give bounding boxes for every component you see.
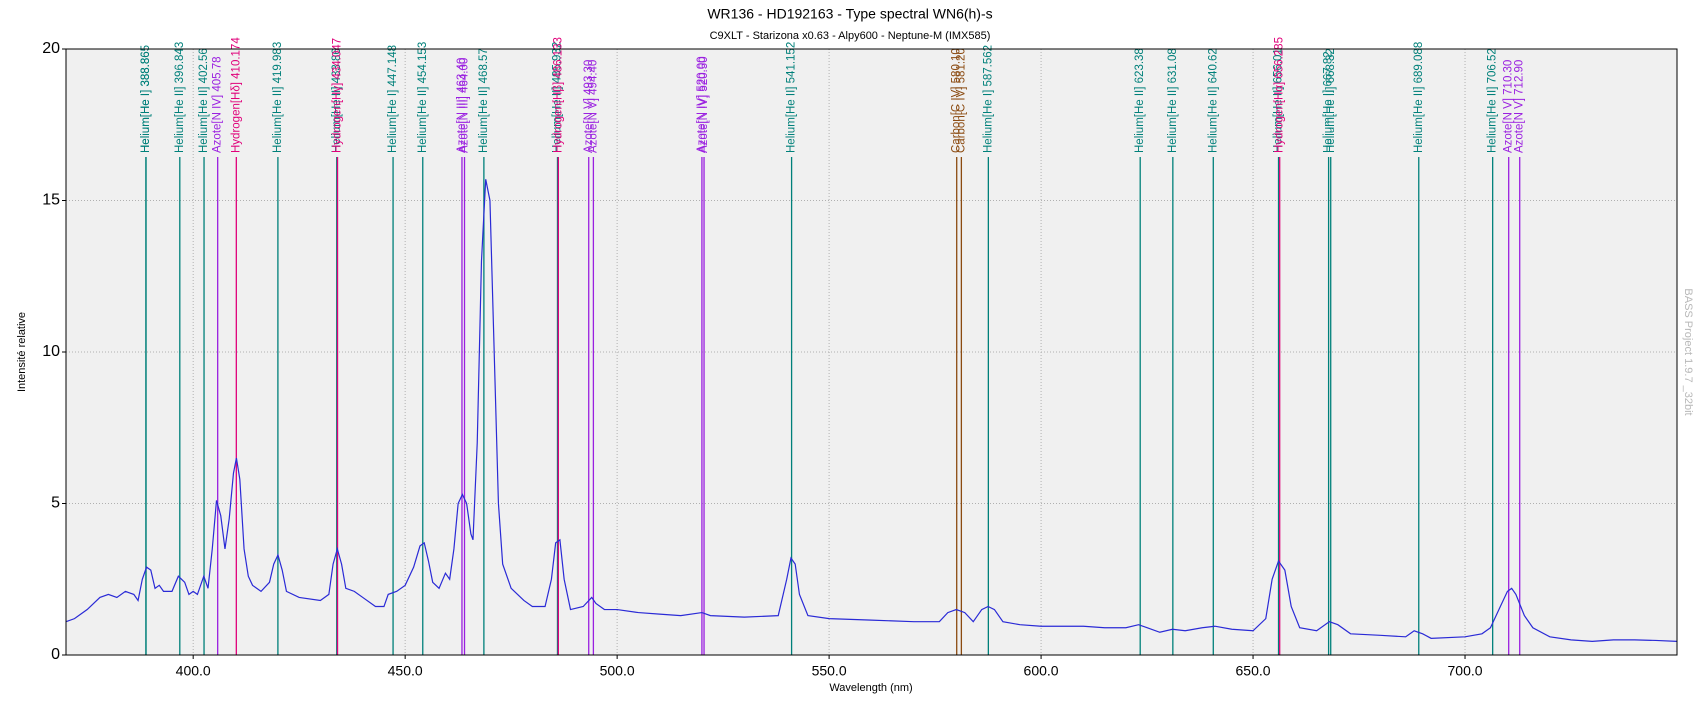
emission-label: Helium[He II] 402.56: [198, 48, 210, 153]
plot-area: [66, 49, 1677, 655]
emission-label: Helium[He II] 485.932: [552, 42, 564, 153]
emission-label: Azote[N V] 712.90: [1514, 60, 1526, 153]
emission-label: Hydrogen[Hα] 656.285: [1274, 37, 1286, 153]
emission-label: Azote[N IV] 520.00: [696, 56, 708, 153]
x-tick-label: 700.0: [1448, 663, 1483, 679]
y-tick-label: 15: [42, 192, 60, 209]
emission-label: Helium[He II] 640.62: [1207, 48, 1219, 153]
emission-label: Helium[He II] 396.843: [174, 42, 186, 153]
y-tick-label: 20: [42, 40, 60, 57]
emission-label: Helium[He I] 587.562: [982, 45, 994, 153]
emission-label: Helium[He I] 388.86: [140, 51, 152, 153]
x-tick-label: 650.0: [1236, 663, 1271, 679]
emission-label: Helium[He I] 667.82: [1323, 51, 1335, 153]
emission-label: Helium[He II] 689.088: [1413, 42, 1425, 153]
x-tick-label: 400.0: [176, 663, 211, 679]
emission-label: Helium[He II] 623.38: [1134, 48, 1146, 153]
x-axis-label: Wavelength (nm): [829, 682, 912, 694]
emission-label: Helium[He II] 541.152: [786, 42, 798, 153]
y-tick-label: 10: [42, 343, 60, 360]
emission-label: Helium[He II] 631.08: [1167, 48, 1179, 153]
x-tick-label: 550.0: [812, 663, 847, 679]
emission-label: Hydrogen[Hγ] 434.047: [332, 38, 344, 153]
emission-label: Azote[N III] 463.40: [456, 58, 468, 153]
y-tick-label: 0: [51, 646, 60, 663]
spectrum-line: [65, 179, 1678, 642]
y-tick-label: 5: [51, 495, 60, 512]
emission-label: Helium[He II] 419.983: [272, 42, 284, 153]
emission-label: Helium[He II] 668.32: [1325, 48, 1337, 153]
emission-label: Azote[N V] 710.30: [1503, 60, 1515, 153]
emission-label: Helium[He I] 447.148: [387, 45, 399, 153]
emission-label: Helium[He I] 388.865: [140, 45, 152, 153]
emission-label: Hydrogen[Hδ] 410.174: [230, 37, 242, 153]
watermark: BASS Project 1.9.7 _32bit: [1682, 288, 1694, 415]
x-tick-label: 500.0: [600, 663, 635, 679]
emission-label: Helium[He II] 656.01: [1273, 48, 1285, 153]
chart-subtitle: C9XLT - Starizona x0.63 - Alpy600 - Nept…: [710, 30, 991, 42]
emission-label: Azote[N IV] 405.78: [212, 56, 224, 153]
emission-label: Azote[N V] 494.40: [587, 60, 599, 153]
emission-label: Carbon[C IV] 581.20: [955, 48, 967, 153]
emission-label: Carbon[C IV] 580.10: [951, 48, 963, 153]
plot-border: [65, 48, 1678, 656]
emission-label: Hydrogen[Hβ] 486.133: [552, 37, 564, 153]
emission-label: Azote[N V] 493.30: [583, 60, 595, 153]
x-tick-label: 450.0: [388, 663, 423, 679]
chart-title: WR136 - HD192163 - Type spectral WN6(h)-…: [707, 6, 992, 22]
emission-label: Helium[He II] 468.57: [478, 48, 490, 153]
emission-label: Azote[N IV] 520.50: [698, 56, 710, 153]
emission-label: Helium[He II] 433.86: [331, 48, 343, 153]
y-axis-label: Intensité relative: [16, 312, 28, 392]
emission-label: Helium[He II] 706.52: [1487, 48, 1499, 153]
emission-label: Azote[N III] 464.00: [459, 58, 471, 153]
emission-label: Helium[He II] 454.153: [417, 42, 429, 153]
x-tick-label: 600.0: [1024, 663, 1059, 679]
